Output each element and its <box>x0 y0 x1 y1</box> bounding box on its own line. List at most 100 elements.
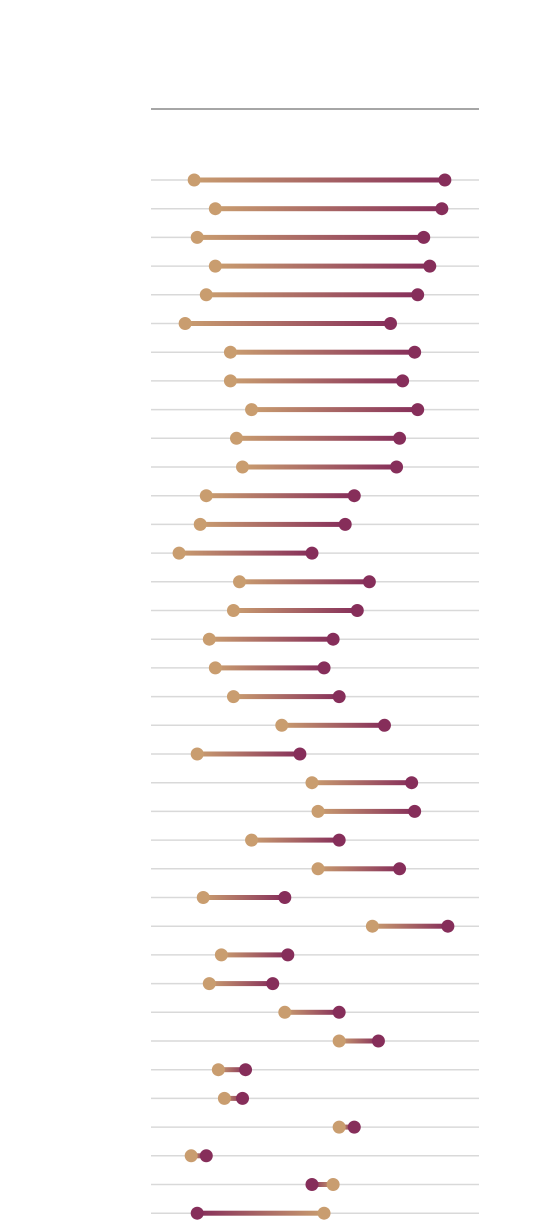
start-point <box>187 173 201 187</box>
end-point <box>371 1034 385 1048</box>
dumbbell-row <box>151 460 479 474</box>
dumbbell-row <box>151 1034 479 1048</box>
end-point <box>423 259 437 273</box>
start-point <box>190 230 204 244</box>
start-point <box>196 891 210 904</box>
dumbbell-row <box>151 632 479 646</box>
start-point <box>365 919 379 933</box>
start-point <box>278 1005 292 1019</box>
dumbbell-bar <box>236 435 400 441</box>
dumbbell-row <box>151 317 479 330</box>
dumbbell-bar <box>209 636 334 642</box>
dumbbell-bar <box>233 694 340 700</box>
dumbbell-bar <box>230 349 415 355</box>
dumbbell-bar <box>215 665 325 671</box>
dumbbell-row <box>151 1091 479 1105</box>
dumbbell-bar <box>233 608 358 613</box>
dumbbell-bar <box>197 751 300 757</box>
start-point <box>326 1178 340 1191</box>
end-point <box>362 575 376 589</box>
dumbbell-bar <box>224 1095 243 1101</box>
start-point <box>202 977 216 991</box>
dumbbell-bar <box>242 464 397 470</box>
dumbbell-bar <box>206 292 418 298</box>
dumbbell-row <box>151 747 479 761</box>
dumbbell-row <box>151 374 479 388</box>
dumbbell-row <box>151 230 479 244</box>
start-point <box>305 776 319 790</box>
start-point <box>275 718 289 732</box>
end-point <box>239 1063 253 1077</box>
start-point <box>193 517 207 531</box>
start-point <box>229 431 243 445</box>
dumbbell-row <box>151 546 479 560</box>
dumbbell-bar <box>230 378 403 384</box>
start-point <box>211 1063 225 1077</box>
start-point <box>184 1149 198 1163</box>
end-point <box>338 517 352 531</box>
dumbbell-row <box>151 690 479 704</box>
start-point <box>233 575 246 589</box>
start-point <box>223 345 237 359</box>
end-point <box>405 776 419 790</box>
start-point <box>226 604 240 617</box>
dumbbell-row <box>151 919 479 933</box>
start-point <box>332 1034 346 1048</box>
dumbbell-bar <box>185 321 391 326</box>
start-point <box>172 546 186 560</box>
dumbbell-bar <box>209 981 273 987</box>
end-point <box>278 891 292 904</box>
end-point <box>332 833 346 847</box>
dumbbell-bar <box>194 177 445 183</box>
start-point <box>202 632 216 646</box>
dumbbell-bar <box>281 722 385 728</box>
end-point <box>393 862 407 876</box>
dumbbell-row <box>151 862 479 876</box>
start-point <box>214 948 228 962</box>
dumbbell-row <box>151 1206 479 1220</box>
end-point <box>281 948 295 962</box>
dumbbell-row <box>151 489 479 503</box>
dumbbell-bar <box>191 1153 207 1159</box>
dumbbell-row <box>151 977 479 991</box>
dumbbell-row <box>151 575 479 589</box>
start-point <box>208 259 222 273</box>
dumbbell-bar <box>339 1038 379 1044</box>
start-point <box>199 489 213 503</box>
end-point <box>332 690 346 704</box>
dumbbell-bar <box>318 866 400 872</box>
end-point <box>408 345 422 359</box>
start-point <box>236 460 250 474</box>
dumbbell-row <box>151 403 479 417</box>
end-point <box>377 718 391 732</box>
dumbbell-row <box>151 1005 479 1019</box>
end-point <box>408 804 422 818</box>
start-point <box>332 1120 346 1134</box>
start-point <box>208 661 222 675</box>
dumbbell-bar <box>197 1210 325 1216</box>
dumbbell-bar <box>200 521 346 527</box>
end-point <box>350 604 364 617</box>
end-point <box>305 546 319 560</box>
end-point <box>236 1091 250 1105</box>
start-point <box>311 862 325 876</box>
dumbbell-bar <box>372 923 448 929</box>
dumbbell-row <box>151 431 479 445</box>
dumbbell-bar <box>239 579 370 585</box>
dumbbell-row <box>151 202 479 216</box>
dumbbell-bar <box>318 808 415 814</box>
end-point <box>390 460 404 474</box>
dumbbell-row <box>151 891 479 904</box>
dumbbell-bar <box>284 1009 340 1015</box>
start-point <box>245 833 259 847</box>
dumbbell-bar <box>311 1182 334 1187</box>
dumbbell-bar <box>179 550 312 556</box>
dumbbell-rows <box>151 173 479 1220</box>
dumbbell-bar <box>251 837 340 843</box>
dumbbell-bar <box>221 952 288 958</box>
end-point <box>305 1178 319 1191</box>
dumbbell-row <box>151 1063 479 1077</box>
start-point <box>199 288 213 302</box>
dumbbell-bar <box>218 1067 246 1073</box>
